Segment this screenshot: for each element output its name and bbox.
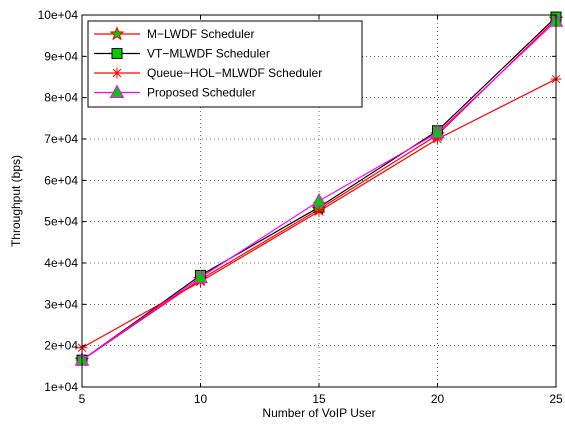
x-tick-label: 10 (194, 392, 208, 406)
x-tick-label: 15 (312, 392, 326, 406)
y-tick-label: 6e+04 (44, 173, 78, 187)
y-tick-label: 4e+04 (44, 256, 78, 270)
legend-item: M−LWDF Scheduler (94, 26, 254, 41)
y-tick-label: 1e+04 (44, 380, 78, 394)
legend-label: VT−MLWDF Scheduler (147, 47, 270, 61)
y-tick-label: 8e+04 (44, 91, 78, 105)
data-point (311, 192, 327, 207)
y-axis-label: Throughput (bps) (9, 155, 23, 247)
y-tick-label: 10e+04 (38, 8, 79, 22)
x-tick-label: 25 (549, 392, 563, 406)
legend-marker (109, 84, 125, 98)
y-tick-label: 5e+04 (44, 215, 78, 229)
y-tick-label: 7e+04 (44, 132, 78, 146)
x-tick-label: 20 (431, 392, 445, 406)
legend-item: Queue−HOL−MLWDF Scheduler (94, 66, 322, 80)
ticks: 5 10 15 20 25 1e+04 2e+04 3e+04 4e+04 5e+04 6e+04 7… (38, 8, 563, 406)
legend-label: M−LWDF Scheduler (147, 27, 254, 41)
legend: M−LWDF Scheduler VT−MLWDF Scheduler Queue−… (87, 20, 363, 108)
data-point (313, 205, 325, 217)
legend-item: VT−MLWDF Scheduler (94, 47, 270, 61)
legend-marker (111, 48, 123, 59)
y-tick-label: 9e+04 (44, 49, 78, 63)
legend-marker (109, 26, 125, 41)
legend-label: Queue−HOL−MLWDF Scheduler (147, 66, 322, 80)
data-point (193, 269, 208, 283)
y-tick-label: 2e+04 (44, 339, 78, 353)
x-axis-label: Number of VoIP User (262, 406, 375, 420)
legend-label: Proposed Scheduler (147, 86, 256, 100)
x-tick-label: 5 (79, 392, 86, 406)
data-point (430, 124, 445, 139)
y-tick-label: 3e+04 (44, 297, 78, 311)
legend-item: Proposed Scheduler (94, 84, 256, 100)
legend-marker (111, 67, 123, 79)
